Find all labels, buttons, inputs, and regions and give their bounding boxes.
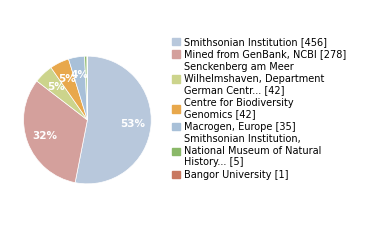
Wedge shape (24, 81, 87, 183)
Wedge shape (75, 56, 151, 184)
Legend: Smithsonian Institution [456], Mined from GenBank, NCBI [278], Senckenberg am Me: Smithsonian Institution [456], Mined fro… (172, 37, 346, 180)
Text: 5%: 5% (47, 82, 65, 92)
Text: 5%: 5% (59, 74, 76, 84)
Text: 4%: 4% (71, 70, 89, 80)
Text: 53%: 53% (120, 120, 146, 129)
Wedge shape (51, 59, 87, 120)
Wedge shape (68, 56, 87, 120)
Wedge shape (85, 56, 87, 120)
Text: 32%: 32% (32, 131, 57, 141)
Wedge shape (37, 68, 87, 120)
